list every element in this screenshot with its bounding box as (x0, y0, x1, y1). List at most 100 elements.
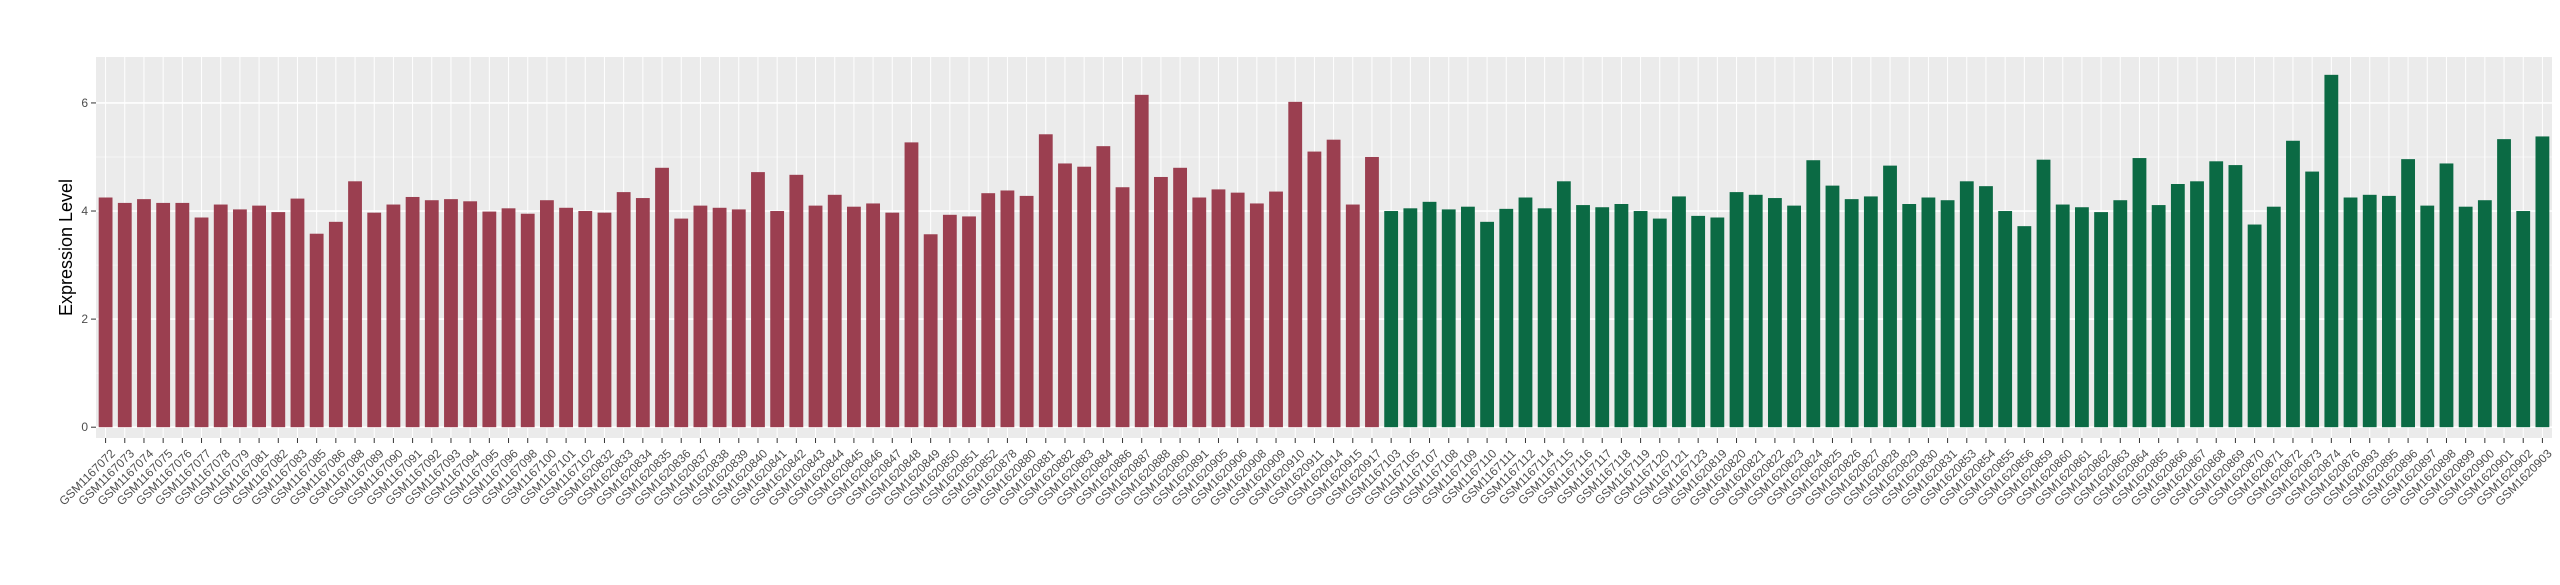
bar (2343, 197, 2358, 428)
bar (1345, 204, 1360, 428)
bar (1748, 194, 1763, 428)
bar (655, 167, 669, 428)
bar (1153, 176, 1168, 428)
bar (770, 211, 785, 428)
bar (348, 181, 362, 428)
bar (1883, 165, 1897, 428)
bar (444, 199, 458, 428)
bar (885, 212, 900, 428)
y-axis: 0 2 4 6 (81, 96, 96, 434)
y-tick-label: 0 (81, 420, 88, 434)
x-axis: GSM1167072GSM1167073GSM1167074GSM1167075… (56, 438, 2555, 509)
bar (1173, 167, 1188, 428)
bar (232, 209, 247, 428)
bar (1480, 221, 1495, 428)
bar (1710, 217, 1725, 428)
bar (1556, 181, 1571, 428)
bar (2209, 161, 2224, 428)
y-axis-label: Expression Level (56, 179, 76, 316)
bar (674, 218, 689, 428)
bar (1000, 190, 1015, 428)
bar (1614, 203, 1629, 428)
bar (1940, 200, 1955, 428)
bar (1058, 163, 1072, 428)
bars (98, 74, 2550, 428)
bar (1460, 206, 1475, 428)
bar (1230, 192, 1245, 428)
bar (405, 196, 420, 428)
bar (1038, 134, 1053, 428)
bar (290, 198, 305, 428)
bar (597, 212, 612, 428)
bar (98, 197, 113, 428)
bar (2324, 74, 2339, 428)
bar (328, 221, 343, 428)
bar (2094, 212, 2109, 428)
bar (1979, 186, 1993, 428)
bar (2247, 224, 2262, 428)
bar (2477, 200, 2492, 428)
bar (1403, 208, 1418, 428)
bar (2458, 206, 2473, 428)
bar (2266, 206, 2281, 428)
bar (942, 214, 957, 428)
bar (1211, 189, 1226, 428)
y-tick-label: 6 (81, 96, 88, 110)
bar (923, 234, 938, 428)
bar (1077, 166, 1092, 428)
bar (1134, 94, 1149, 428)
bar (117, 202, 132, 428)
bar (904, 142, 919, 428)
bar (751, 172, 765, 428)
bar (1192, 197, 1207, 428)
bar (981, 193, 996, 428)
bar (1672, 196, 1686, 428)
bar (367, 212, 382, 428)
bar (2170, 184, 2185, 428)
bar (1787, 205, 1802, 428)
bar (501, 208, 516, 428)
bar (616, 192, 631, 428)
bar (2055, 204, 2070, 428)
bar (2497, 139, 2511, 428)
bar (866, 203, 881, 428)
bar (1652, 218, 1667, 428)
bar (1441, 209, 1456, 428)
bar (1422, 201, 1437, 428)
bar (1365, 156, 1379, 428)
bar (1288, 101, 1303, 428)
bar (1384, 211, 1399, 428)
bar (635, 198, 650, 428)
bar (175, 202, 190, 428)
bar (2401, 159, 2416, 428)
bar (1902, 203, 1917, 428)
bar (2381, 195, 2396, 428)
bar (1537, 208, 1552, 428)
bar (2074, 207, 2089, 428)
bar (386, 204, 401, 428)
bar (1499, 208, 1514, 428)
bar (1767, 198, 1782, 428)
bar (731, 209, 746, 428)
bar (309, 233, 324, 428)
bar (2190, 181, 2204, 428)
bar (1959, 181, 1974, 428)
bar (1518, 197, 1533, 428)
bar (712, 207, 727, 428)
bar (1307, 151, 1322, 428)
bar (1844, 199, 1859, 428)
bar (693, 205, 708, 428)
bar (520, 213, 535, 428)
bar (271, 212, 286, 428)
bar (2535, 136, 2550, 428)
bar (1806, 160, 1821, 428)
bar (1269, 191, 1283, 428)
bar (2439, 163, 2454, 428)
bar (578, 211, 593, 428)
bar (1576, 205, 1590, 428)
bar (1729, 192, 1744, 428)
bar (156, 202, 171, 428)
bar (1691, 215, 1706, 428)
